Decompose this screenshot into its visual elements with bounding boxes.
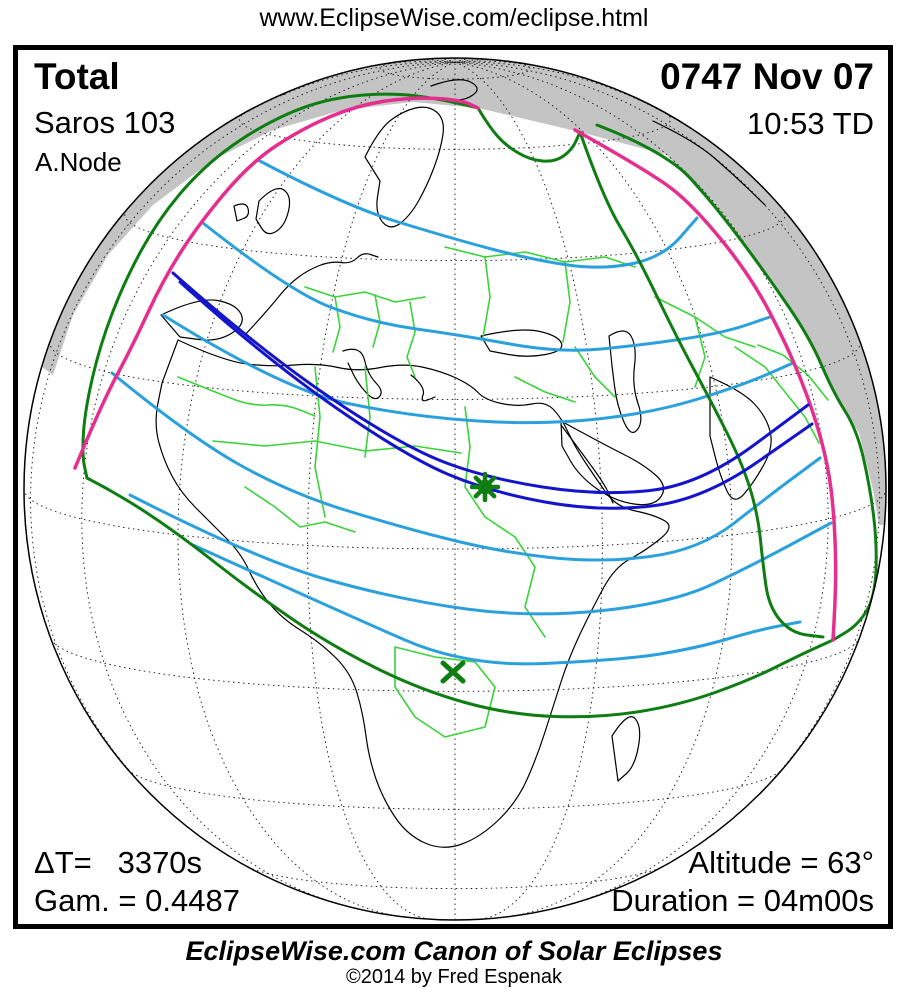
node-label: A.Node [35,147,122,177]
border-egypt-sudan [464,406,486,518]
footer-copyright: ©2014 by Fred Espenak [346,966,562,988]
penumbra-limit-north-notch [476,106,582,163]
greatest-eclipse-marker [469,471,501,503]
contour-south-outer [191,543,802,666]
duration-label: Duration = 04m00s [611,883,874,919]
penumbra-limit-south [85,476,835,719]
border-sahel [212,440,462,454]
url-header: www.EclipseWise.com/eclipse.html [259,4,649,32]
footer-title: EclipseWise.com Canon of Solar Eclipses [185,936,723,966]
contour-north-middle [201,221,772,352]
map-panel: Total Saros 103 A.Node 0747 Nov 07 10:53… [13,45,893,929]
coast-scandinavia [364,106,444,228]
contour-north-outer [256,158,699,269]
border-mideast-2 [574,346,616,398]
umbra-north-limit [171,271,810,495]
border-balkans [406,301,416,378]
border-southern-africa [394,646,496,738]
rise-set-curve-west [73,96,480,470]
border-russia-h [444,246,636,268]
eclipse-time-label: 10:53 TD [747,106,874,141]
coast-india [709,376,772,500]
globe-content [24,58,886,920]
border-east-africa [484,516,546,638]
altitude-label: Altitude = 63° [688,845,874,881]
coast-asia-northeast [652,120,766,206]
contour-north-inner [161,313,795,425]
eclipse-type-label: Total [34,56,120,97]
border-central-asia [654,296,756,348]
coast-europe-north [244,253,379,336]
border-russia-v1 [482,256,491,338]
border-sahara-v1 [314,366,326,518]
coast-iberia [160,299,243,341]
coast-madagascar [611,716,641,782]
gamma-label: Gam. = 0.4487 [34,883,240,919]
border-europe-h [304,286,426,303]
delta-t-label: ΔT= 3370s [34,845,203,881]
saros-label: Saros 103 [34,105,176,140]
coast-novaya-zemlya [430,79,478,101]
coast-caspian-sea [608,330,642,434]
coast-black-sea [480,329,563,357]
coast-greece [410,374,436,402]
border-europe-v1 [332,296,341,353]
contour-south-inner [110,371,822,562]
penumbra-limit-east-inner [578,130,825,639]
eclipse-date-label: 0747 Nov 07 [660,56,874,97]
border-west-africa [244,486,356,533]
border-russia-v2 [562,261,571,343]
coast-red-sea [560,424,614,504]
border-sahara-v2 [364,366,371,458]
eclipse-map [23,57,887,921]
coast-ireland [233,203,250,222]
coast-britain [255,187,291,235]
contour-south-middle [128,493,833,616]
coast-arabia [560,420,665,506]
subsolar-point-marker [440,660,466,684]
penumbra-limit-west [81,92,480,480]
rise-set-curve-east [573,128,838,642]
globe-outline [23,57,887,921]
border-mideast-1 [514,376,576,403]
coast-italy [342,348,382,400]
border-nw-africa [177,376,316,417]
